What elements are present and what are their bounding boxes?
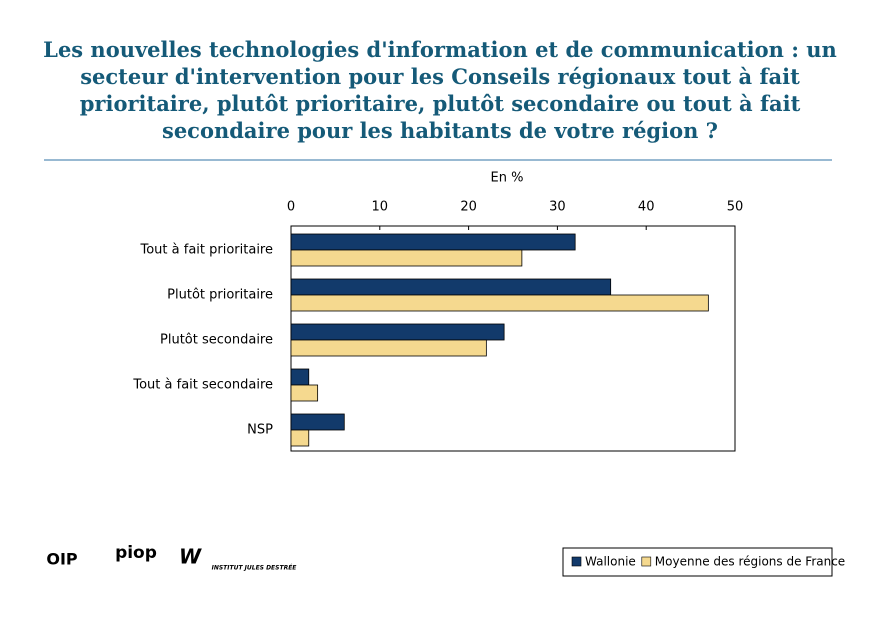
logo: OIP xyxy=(46,550,78,569)
logo: INSTITUT JULES DESTRÉE xyxy=(212,564,298,572)
x-tick-label: 40 xyxy=(638,200,655,215)
logo: W xyxy=(179,545,202,569)
bar xyxy=(290,233,576,251)
y-tick-label: NSP xyxy=(247,423,273,438)
bar xyxy=(290,413,345,431)
bar xyxy=(290,323,505,341)
y-tick-label: Tout à fait prioritaire xyxy=(140,243,274,258)
x-tick-label: 20 xyxy=(460,200,477,215)
bar xyxy=(290,368,310,386)
chart-title: Les nouvelles technologies d'information… xyxy=(43,37,837,143)
bar xyxy=(290,339,487,357)
bar xyxy=(290,429,310,447)
legend-label: Moyenne des régions de France xyxy=(655,555,845,569)
x-tick-label: 10 xyxy=(372,200,389,215)
logo: piop xyxy=(115,543,157,563)
axis-label: En % xyxy=(491,171,524,186)
legend-box xyxy=(562,547,833,577)
y-tick-label: Plutôt secondaire xyxy=(160,333,273,348)
y-tick-label: Plutôt prioritaire xyxy=(167,288,273,303)
bar xyxy=(290,384,319,402)
logos: OIP piop W INSTITUT JULES DESTRÉE xyxy=(46,543,297,572)
y-tick-label: Tout à fait secondaire xyxy=(132,378,273,393)
legend-swatch xyxy=(641,556,652,567)
bar xyxy=(290,249,523,267)
bar xyxy=(290,278,612,296)
bar xyxy=(290,294,709,312)
x-tick-label: 30 xyxy=(549,200,566,215)
legend-swatch xyxy=(571,556,582,567)
legend-label: Wallonie xyxy=(585,555,636,569)
x-tick-label: 50 xyxy=(727,200,744,215)
x-tick-label: 0 xyxy=(287,200,295,215)
